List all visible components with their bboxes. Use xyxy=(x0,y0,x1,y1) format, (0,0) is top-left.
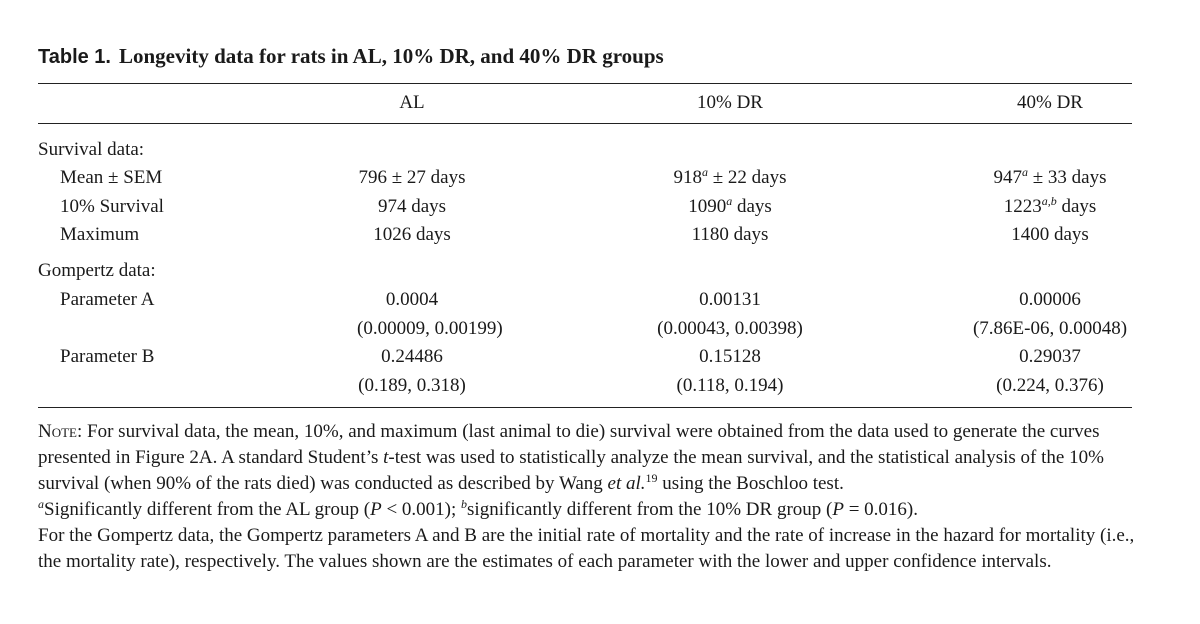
row-label-parameter-b: Parameter B xyxy=(60,346,155,367)
cell-max-40dr: 1400 days xyxy=(1011,224,1089,245)
cell-param-b-al: 0.24486 xyxy=(381,346,443,367)
section-heading-gompertz: Gompertz data: xyxy=(38,260,156,281)
note-paragraph-gompertz: For the Gompertz data, the Gompertz para… xyxy=(38,525,1135,572)
column-header-40dr: 40% DR xyxy=(1017,92,1083,113)
cell-param-a-al: 0.0004 xyxy=(385,289,439,310)
cell-mean-al: 796 ± 27 days xyxy=(358,167,466,188)
table-title: Longevity data for rats in AL, 10% DR, a… xyxy=(119,44,664,68)
section-heading-survival: Survival data: xyxy=(38,139,145,160)
row-label-mean-sem: Mean ± SEM xyxy=(60,167,163,188)
row-label-maximum: Maximum xyxy=(60,224,140,245)
cell-param-b-ci-al: (0.189, 0.318) xyxy=(358,375,466,396)
top-rule xyxy=(38,83,1132,84)
note-label: Note: xyxy=(38,421,83,442)
column-header-10dr: 10% DR xyxy=(697,92,763,113)
cell-mean-10dr: 918a ± 22 days xyxy=(673,165,787,188)
cell-param-a-40dr: 0.00006 xyxy=(1019,289,1081,310)
table-note: Note: For survival data, the mean, 10%, … xyxy=(38,419,1138,575)
reference-citation: 19 xyxy=(645,471,658,485)
column-header-al: AL xyxy=(399,92,425,113)
table-caption: Table 1. Longevity data for rats in AL, 1… xyxy=(38,44,664,69)
cell-10pct-al: 974 days xyxy=(377,196,447,217)
cell-param-b-10dr: 0.15128 xyxy=(699,346,761,367)
note-paragraph-significance: aSignificantly different from the AL gro… xyxy=(38,497,919,520)
cell-param-a-ci-10dr: (0.00043, 0.00398) xyxy=(657,318,803,339)
cell-param-b-ci-40dr: (0.224, 0.376) xyxy=(996,375,1104,396)
cell-10pct-10dr: 1090a days xyxy=(688,194,772,217)
cell-max-al: 1026 days xyxy=(373,224,451,245)
row-label-parameter-a: Parameter A xyxy=(60,289,155,310)
bottom-rule xyxy=(38,407,1132,408)
table-label: Table 1. xyxy=(38,46,111,68)
cell-mean-40dr: 947a ± 33 days xyxy=(993,165,1107,188)
cell-10pct-40dr: 1223a,b days xyxy=(1003,194,1097,217)
row-label-10pct-survival: 10% Survival xyxy=(60,196,164,217)
cell-param-b-40dr: 0.29037 xyxy=(1019,346,1081,367)
cell-max-10dr: 1180 days xyxy=(691,224,769,245)
cell-param-a-ci-al: (0.00009, 0.00199) xyxy=(357,318,503,339)
note-paragraph-methods: Note: For survival data, the mean, 10%, … xyxy=(38,421,1104,494)
cell-param-a-10dr: 0.00131 xyxy=(699,289,761,310)
cell-param-b-ci-10dr: (0.118, 0.194) xyxy=(676,375,784,396)
cell-param-a-ci-40dr: (7.86E-06, 0.00048) xyxy=(972,318,1128,339)
header-rule xyxy=(38,123,1132,124)
